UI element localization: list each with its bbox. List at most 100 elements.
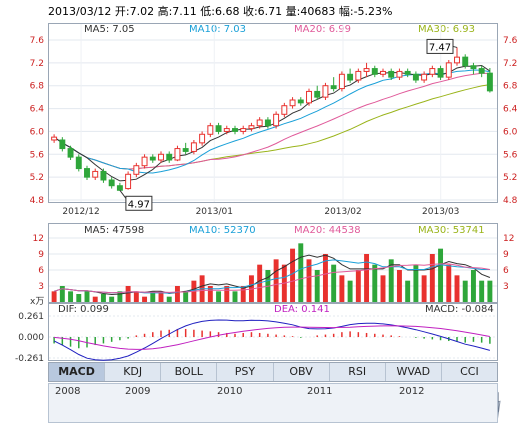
volume-bar — [429, 254, 435, 302]
high-callout-line — [452, 45, 458, 48]
volume-bar — [59, 286, 65, 302]
macd-dif-label: DIF: 0.099 — [58, 304, 109, 315]
candle-body — [108, 179, 115, 187]
candle-body — [116, 185, 123, 191]
macd-ytick-left: 0.261 — [18, 312, 44, 322]
candle-body — [149, 156, 156, 161]
volume-bar — [355, 270, 361, 302]
volume-ma5-label: MA5: 47598 — [84, 225, 145, 236]
price-ma10-label: MA10: 7.03 — [189, 24, 247, 35]
tab-wvad[interactable]: WVAD — [386, 363, 442, 381]
candle-body — [478, 68, 485, 74]
volume-bar — [331, 264, 337, 302]
macd-dea-line — [54, 325, 490, 350]
candle-body — [380, 70, 386, 75]
price-ma30-label: MA30: 6.93 — [418, 24, 476, 35]
volume-bar — [421, 275, 427, 302]
candle-body — [59, 139, 66, 150]
price-ytick-left: 6.4 — [30, 105, 45, 115]
candle-body — [289, 99, 296, 107]
low-callout-box — [125, 195, 153, 211]
timeline-navigator[interactable]: 2008 2009 2010 2011 2012 — [48, 383, 498, 423]
high-callout-label: 7.47 — [429, 42, 451, 53]
price-xtick: 2013/01 — [196, 207, 233, 217]
candle-body — [100, 170, 107, 181]
price-xtick: 2013/03 — [422, 207, 459, 217]
quote-info-line: 2013/03/12 开:7.02 高:7.11 低:6.68 收:6.71 量… — [48, 5, 393, 18]
volume-bar — [174, 286, 180, 302]
candle-body — [166, 153, 173, 161]
volume-ma30-label: MA30: 53741 — [418, 225, 485, 236]
volume-bar — [207, 286, 213, 302]
candle-body — [141, 156, 148, 167]
volume-bar — [290, 248, 296, 302]
candle-body — [421, 73, 428, 81]
candle-body — [256, 119, 263, 127]
candle-body — [223, 128, 230, 132]
tab-kdj[interactable]: KDJ — [105, 363, 162, 381]
candle-body — [264, 119, 271, 127]
volume-bar — [438, 248, 444, 302]
candle-body — [75, 156, 82, 170]
candle-body — [51, 136, 58, 141]
volume-bar — [166, 296, 172, 302]
tab-boll[interactable]: BOLL — [161, 363, 218, 381]
macd-ytick-left: -0.261 — [15, 354, 44, 364]
price-ytick-right: 7.6 — [503, 36, 518, 46]
candle-body — [297, 99, 304, 104]
volume-bar — [51, 291, 57, 302]
price-ytick-right: 7.2 — [503, 59, 517, 69]
price-ytick-right: 5.6 — [503, 150, 518, 160]
price-ytick-right: 6.8 — [503, 82, 518, 92]
volume-bar — [306, 259, 312, 302]
price-ytick-left: 7.6 — [30, 36, 45, 46]
tab-psy[interactable]: PSY — [217, 363, 274, 381]
volume-bar — [125, 286, 131, 302]
price-ytick-left: 5.6 — [30, 150, 45, 160]
volume-bar — [339, 275, 345, 302]
candle-body — [363, 68, 370, 72]
volume-ytick-right: 9 — [503, 250, 509, 260]
volume-bar — [76, 294, 82, 302]
macd-dea-label: DEA: 0.141 — [274, 304, 330, 315]
volume-bar — [298, 243, 304, 302]
nav-year-2011: 2011 — [307, 386, 333, 397]
candle-body — [314, 90, 321, 98]
candle-body — [322, 85, 329, 98]
candle-body — [412, 73, 419, 81]
price-ma20-label: MA20: 6.99 — [294, 24, 352, 35]
volume-bar — [380, 275, 386, 302]
volume-ytick-right: 6 — [503, 266, 509, 276]
candle-body — [240, 128, 247, 132]
tab-obv[interactable]: OBV — [274, 363, 330, 381]
low-callout-label: 4.97 — [128, 199, 150, 210]
volume-bar — [216, 291, 222, 302]
volume-bar — [454, 275, 460, 302]
volume-bar — [224, 286, 230, 302]
volume-bar — [68, 291, 74, 302]
volume-bar — [232, 291, 238, 302]
tab-rsi[interactable]: RSI — [330, 363, 386, 381]
volume-bar — [396, 270, 402, 302]
volume-bar — [388, 259, 394, 302]
candle-body — [330, 85, 337, 90]
candle-body — [347, 73, 354, 81]
tab-macd[interactable]: MACD — [49, 363, 106, 381]
candle-body — [248, 125, 255, 130]
candle-body — [429, 68, 436, 75]
candle-body — [190, 142, 197, 152]
volume-bar — [413, 264, 419, 302]
price-xtick: 2012/12 — [62, 207, 99, 217]
candle-body — [158, 153, 164, 161]
volume-bar — [100, 294, 106, 302]
tab-cci[interactable]: CCI — [460, 365, 479, 378]
volume-bar — [487, 280, 493, 302]
candle-body — [445, 62, 452, 78]
volume-bar — [257, 264, 263, 302]
nav-year-2008: 2008 — [55, 386, 81, 397]
candle-body — [306, 90, 312, 104]
candle-body — [273, 113, 280, 127]
nav-year-2012: 2012 — [399, 386, 425, 397]
volume-bar — [364, 254, 370, 302]
